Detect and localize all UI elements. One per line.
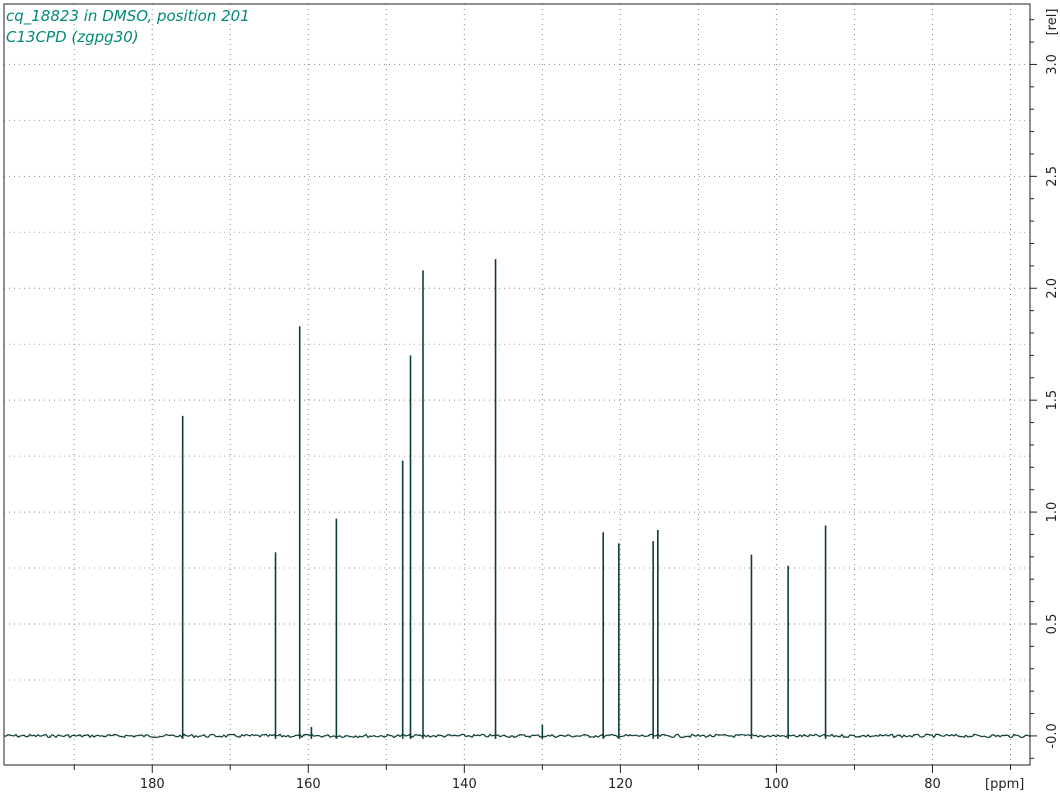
- x-tick-label: 100: [764, 777, 789, 792]
- y-tick-label: 0.5: [1045, 614, 1060, 635]
- spectrum-baseline: [3, 733, 1031, 739]
- plot-border: [3, 3, 1031, 766]
- y-tick-label: 3.0: [1045, 54, 1060, 75]
- y-tick-label: 1.5: [1045, 390, 1060, 411]
- spectrum-trace: [3, 259, 1031, 739]
- x-tick-label: 80: [924, 777, 941, 792]
- x-tick-label: 140: [452, 777, 477, 792]
- x-tick-label: 180: [140, 777, 165, 792]
- plot-frame: [3, 3, 1031, 766]
- y-tick-label: -0.0: [1045, 723, 1060, 748]
- x-axis: 180 160 140 120 100 80 [ppm]: [73, 765, 1024, 792]
- sample-annotation: cq_18823 in DMSO, position 201: [6, 7, 250, 25]
- y-tick-label: 2.0: [1045, 278, 1060, 299]
- x-tick-label: 120: [608, 777, 633, 792]
- y-axis: -0.0 0.5 1.0 1.5 2.0 2.5 3.0 [rel]: [1030, 9, 1060, 759]
- pulse-program-annotation: C13CPD (zgpg30): [6, 28, 139, 46]
- y-tick-label: 2.5: [1045, 166, 1060, 187]
- y-tick-label: 1.0: [1045, 502, 1060, 523]
- y-axis-unit-label: [rel]: [1045, 9, 1060, 36]
- x-tick-label: 160: [296, 777, 321, 792]
- x-axis-unit-label: [ppm]: [985, 777, 1024, 792]
